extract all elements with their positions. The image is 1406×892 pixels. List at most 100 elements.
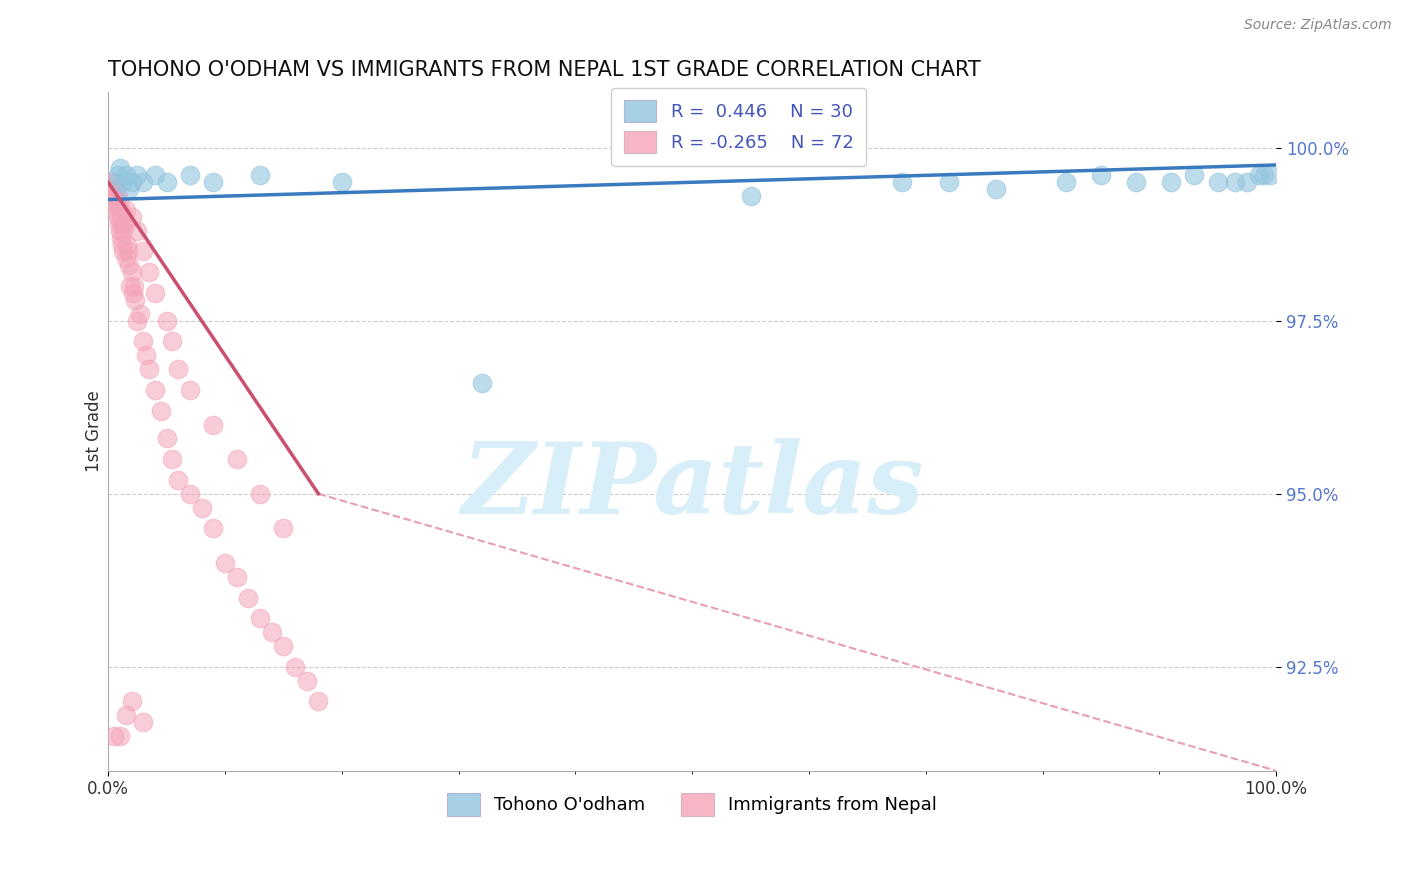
Point — [143, 169, 166, 183]
Point — [1206, 175, 1229, 189]
Point — [100, 189, 122, 203]
Point — [295, 673, 318, 688]
Point — [107, 169, 129, 183]
Point — [143, 286, 166, 301]
Point — [103, 196, 125, 211]
Point — [112, 224, 135, 238]
Point — [105, 196, 128, 211]
Point — [249, 487, 271, 501]
Text: ZIPatlas: ZIPatlas — [461, 437, 924, 534]
Legend: Tohono O'odham, Immigrants from Nepal: Tohono O'odham, Immigrants from Nepal — [440, 786, 945, 822]
Point — [190, 500, 212, 515]
Point — [127, 169, 149, 183]
Point — [135, 348, 157, 362]
Point — [1054, 175, 1077, 189]
Point — [179, 487, 201, 501]
Point — [1125, 175, 1147, 189]
Point — [284, 660, 307, 674]
Point — [114, 708, 136, 723]
Point — [225, 452, 247, 467]
Point — [111, 217, 134, 231]
Point — [132, 334, 155, 349]
Point — [138, 265, 160, 279]
Point — [112, 244, 135, 259]
Point — [101, 182, 124, 196]
Point — [1225, 175, 1247, 189]
Point — [118, 258, 141, 272]
Point — [891, 175, 914, 189]
Point — [273, 639, 295, 653]
Point — [260, 625, 283, 640]
Point — [108, 202, 131, 217]
Point — [110, 210, 132, 224]
Point — [132, 715, 155, 730]
Point — [121, 175, 143, 189]
Point — [162, 452, 184, 467]
Point — [115, 237, 138, 252]
Point — [740, 189, 762, 203]
Point — [111, 175, 134, 189]
Point — [155, 175, 177, 189]
Point — [330, 175, 353, 189]
Point — [143, 383, 166, 397]
Point — [132, 244, 155, 259]
Point — [127, 314, 149, 328]
Point — [111, 237, 134, 252]
Point — [1160, 175, 1182, 189]
Point — [104, 202, 127, 217]
Point — [214, 556, 236, 570]
Point — [107, 217, 129, 231]
Point — [105, 182, 128, 196]
Point — [138, 362, 160, 376]
Point — [1253, 169, 1275, 183]
Point — [249, 611, 271, 625]
Point — [167, 473, 190, 487]
Point — [108, 729, 131, 743]
Point — [122, 279, 145, 293]
Point — [1258, 169, 1281, 183]
Point — [238, 591, 260, 605]
Point — [120, 279, 142, 293]
Point — [103, 175, 125, 189]
Point — [155, 314, 177, 328]
Point — [1247, 169, 1270, 183]
Point — [202, 175, 225, 189]
Point — [121, 210, 143, 224]
Point — [938, 175, 960, 189]
Point — [179, 383, 201, 397]
Point — [471, 376, 494, 390]
Point — [307, 694, 329, 708]
Point — [124, 293, 146, 307]
Point — [162, 334, 184, 349]
Point — [103, 729, 125, 743]
Point — [121, 286, 143, 301]
Point — [127, 224, 149, 238]
Point — [249, 169, 271, 183]
Point — [179, 169, 201, 183]
Point — [108, 224, 131, 238]
Text: Source: ZipAtlas.com: Source: ZipAtlas.com — [1244, 18, 1392, 32]
Point — [108, 161, 131, 176]
Point — [118, 182, 141, 196]
Point — [114, 169, 136, 183]
Point — [107, 196, 129, 211]
Point — [984, 182, 1007, 196]
Text: TOHONO O'ODHAM VS IMMIGRANTS FROM NEPAL 1ST GRADE CORRELATION CHART: TOHONO O'ODHAM VS IMMIGRANTS FROM NEPAL … — [108, 60, 981, 79]
Point — [117, 244, 139, 259]
Y-axis label: 1st Grade: 1st Grade — [86, 391, 103, 473]
Point — [132, 175, 155, 189]
Point — [128, 307, 150, 321]
Point — [110, 230, 132, 244]
Point — [107, 189, 129, 203]
Point — [225, 570, 247, 584]
Point — [202, 521, 225, 535]
Point — [1182, 169, 1205, 183]
Point — [1090, 169, 1112, 183]
Point — [167, 362, 190, 376]
Point — [104, 189, 127, 203]
Point — [121, 265, 143, 279]
Point — [100, 175, 122, 189]
Point — [149, 403, 172, 417]
Point — [202, 417, 225, 432]
Point — [107, 210, 129, 224]
